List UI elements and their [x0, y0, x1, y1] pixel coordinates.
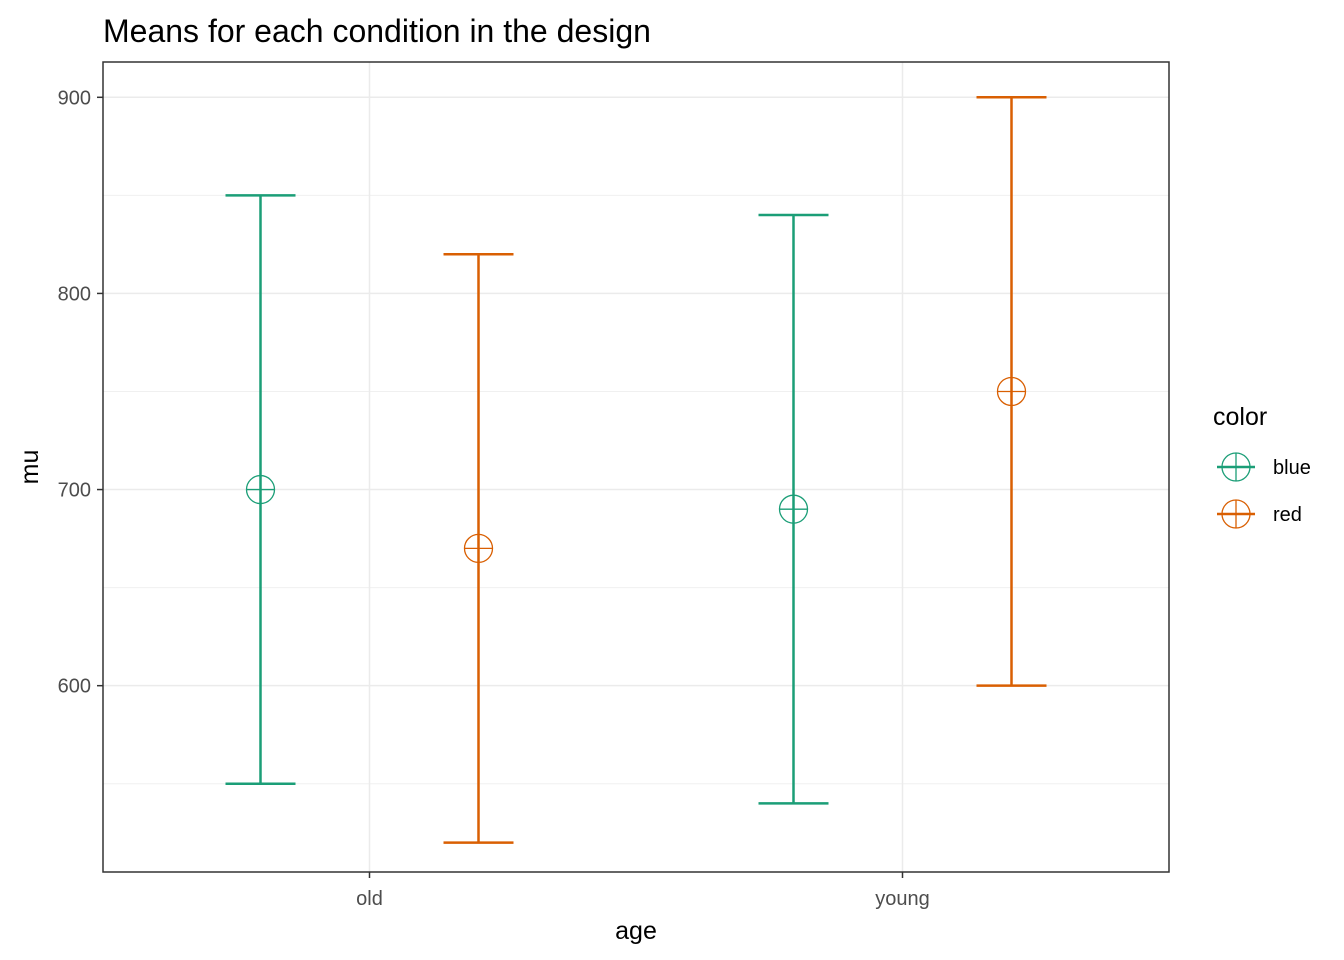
legend-label: red [1273, 504, 1302, 526]
x-tick-label: young [875, 888, 930, 910]
errorbar-blue-young [758, 213, 829, 805]
x-axis-title: age [615, 917, 657, 945]
chart-title: Means for each condition in the design [103, 13, 651, 49]
legend-item-red: red [1217, 499, 1302, 529]
y-axis-title: mu [16, 450, 44, 485]
grid-major [103, 62, 1169, 872]
y-axis: 600 700 800 900 [58, 87, 103, 698]
legend-label: blue [1273, 457, 1311, 479]
errorbar-red-young [976, 96, 1047, 687]
legend-key-circle [1221, 452, 1251, 482]
legend-key-circle [1221, 499, 1251, 529]
legend-item-blue: blue [1217, 452, 1311, 482]
y-tick-label: 900 [58, 87, 91, 109]
legend-key [1217, 452, 1255, 482]
errorbar-blue-old [225, 194, 296, 785]
mean-point [778, 494, 809, 524]
mean-point [996, 376, 1027, 407]
y-tick-label: 800 [58, 283, 91, 305]
chart-marks [225, 96, 1047, 844]
legend-key [1217, 499, 1255, 529]
legend-title: color [1213, 403, 1267, 431]
y-tick-label: 600 [58, 676, 91, 698]
y-tick-label: 700 [58, 480, 91, 502]
legend: color blue red [1213, 403, 1311, 529]
x-axis: old young [356, 872, 930, 910]
errorbar-red-old [443, 252, 514, 844]
plot-panel [103, 62, 1169, 872]
plot-border [102, 61, 1170, 873]
x-tick-label: old [356, 888, 383, 910]
mean-point [245, 474, 276, 505]
mean-point [463, 533, 494, 564]
